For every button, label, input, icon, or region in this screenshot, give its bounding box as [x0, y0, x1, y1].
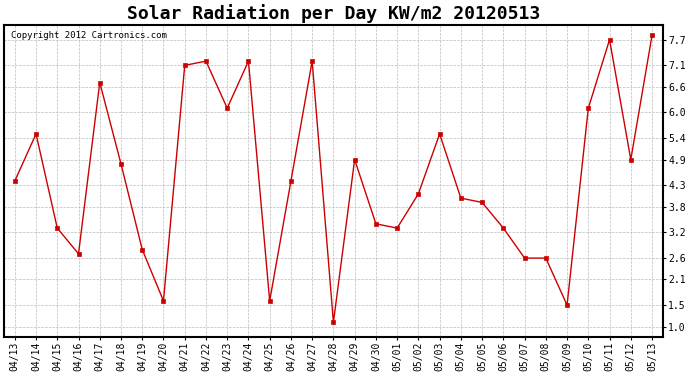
Text: Copyright 2012 Cartronics.com: Copyright 2012 Cartronics.com [11, 31, 166, 40]
Title: Solar Radiation per Day KW/m2 20120513: Solar Radiation per Day KW/m2 20120513 [127, 4, 540, 23]
